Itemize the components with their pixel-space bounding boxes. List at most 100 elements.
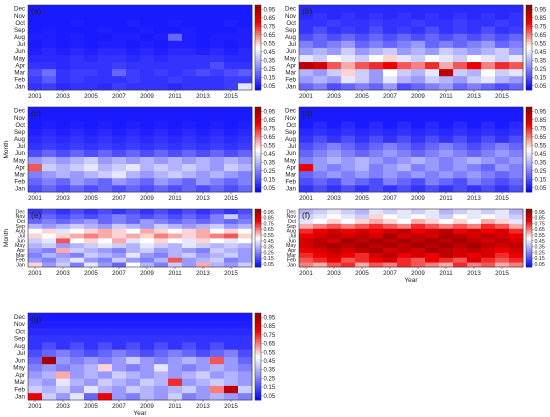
colorbar-segment	[526, 229, 532, 232]
heatmap-cell	[495, 262, 510, 268]
colorbar-segment	[255, 341, 261, 344]
plot-frame	[27, 208, 253, 268]
colorbar-segment	[526, 132, 532, 136]
heatmap-cell	[299, 121, 314, 129]
heatmap-cell	[70, 142, 85, 150]
heatmap-cell	[509, 170, 524, 179]
heatmap-cell	[182, 156, 197, 165]
colorbar-segment	[526, 30, 532, 34]
heatmap-cell	[140, 184, 155, 193]
heatmap-cell	[467, 177, 482, 186]
heatmap-cell	[56, 242, 71, 249]
heatmap-cell	[439, 238, 454, 244]
colorbar-tick-label: 0.85	[535, 216, 545, 222]
colorbar-segment	[526, 60, 532, 63]
heatmap-cell	[70, 135, 85, 143]
colorbar-segment	[526, 83, 532, 87]
heatmap-cell	[453, 121, 468, 129]
heatmap-cell	[383, 121, 398, 129]
x-tick-label: 2013	[196, 93, 210, 100]
heatmap-cell	[112, 149, 127, 157]
colorbar-tick-label: 0.25	[535, 67, 547, 73]
heatmap-cell	[341, 40, 356, 48]
heatmap-cell	[397, 228, 412, 234]
heatmap-cell	[509, 142, 524, 150]
heatmap-cell	[439, 135, 454, 143]
colorbar-segment	[526, 253, 532, 256]
heatmap-cell	[98, 142, 113, 150]
y-tick-label: Aug	[14, 343, 26, 350]
x-tick-label: 2015	[495, 93, 509, 100]
y-tick-label: Oct	[15, 328, 25, 335]
heatmap-cell	[341, 242, 356, 249]
heatmap-cell	[341, 82, 356, 91]
heatmap-cell	[327, 82, 342, 91]
colorbar-segment	[526, 126, 532, 129]
heatmap-cell	[210, 12, 225, 20]
heatmap-cell	[299, 135, 314, 143]
colorbar-segment	[526, 181, 532, 184]
heatmap-cell	[210, 385, 225, 394]
heatmap-cell	[154, 170, 169, 179]
heatmap-cell	[355, 209, 370, 215]
heatmap-cell	[70, 238, 85, 244]
heatmap-cell	[112, 33, 127, 41]
heatmap-cell	[168, 128, 183, 136]
heatmap-cell	[481, 262, 496, 268]
colorbar-segment	[526, 109, 532, 112]
heatmap-cell	[28, 47, 43, 55]
heatmap-cell	[28, 342, 43, 350]
heatmap-cell	[238, 252, 253, 258]
heatmap-cell	[168, 47, 183, 55]
heatmap-cell	[369, 262, 384, 268]
heatmap-cell	[182, 238, 197, 244]
x-tick-label: 2015	[224, 270, 238, 277]
colorbar-tick-label: 0.65	[264, 135, 276, 141]
heatmap-cell	[182, 252, 197, 258]
heatmap-cell	[70, 121, 85, 129]
colorbar-tick-label: 0.65	[264, 342, 276, 348]
heatmap-cell	[327, 257, 342, 263]
heatmap-cell	[425, 228, 440, 234]
colorbar-segment	[255, 7, 261, 10]
colorbar-segment	[526, 175, 532, 178]
heatmap-cell	[182, 327, 197, 336]
heatmap-cell	[126, 385, 141, 394]
heatmap-cell	[70, 61, 85, 70]
heatmap-cell	[28, 363, 43, 372]
heatmap-cell	[28, 242, 43, 249]
heatmap-cell	[42, 313, 57, 321]
heatmap-cell	[439, 12, 454, 20]
heatmap-cell	[397, 33, 412, 41]
y-tick-label: Feb	[16, 258, 25, 264]
heatmap-cell	[397, 262, 412, 268]
heatmap-cell	[509, 247, 524, 253]
colorbar-segment	[526, 53, 532, 57]
heatmap-cell	[196, 54, 211, 63]
heatmap-cell	[112, 156, 127, 165]
heatmap-cell	[453, 5, 468, 13]
heatmap-cell	[84, 228, 99, 234]
heatmap-cell	[299, 223, 314, 229]
plot-frame	[298, 208, 524, 268]
x-tick-label: 2001	[28, 93, 42, 100]
heatmap-cell	[313, 107, 328, 115]
colorbar-segment	[255, 136, 261, 140]
heatmap-cell	[140, 114, 155, 122]
heatmap-cell	[369, 170, 384, 179]
y-tick-label: Oct	[286, 122, 296, 129]
heatmap-cell	[224, 252, 239, 258]
heatmap-cell	[70, 75, 85, 84]
colorbar-segment	[526, 77, 532, 80]
heatmap-cell	[154, 327, 169, 336]
heatmap-cell	[481, 213, 496, 220]
y-tick-label: Apr	[15, 164, 25, 171]
heatmap-cell	[168, 5, 183, 13]
heatmap-cell	[313, 142, 328, 150]
heatmap-cell	[355, 68, 370, 77]
colorbar-segment	[255, 62, 261, 65]
heatmap-cell	[397, 114, 412, 122]
heatmap-cell	[182, 19, 197, 27]
heatmap-cell	[238, 12, 253, 20]
heatmap-cell	[182, 242, 197, 249]
